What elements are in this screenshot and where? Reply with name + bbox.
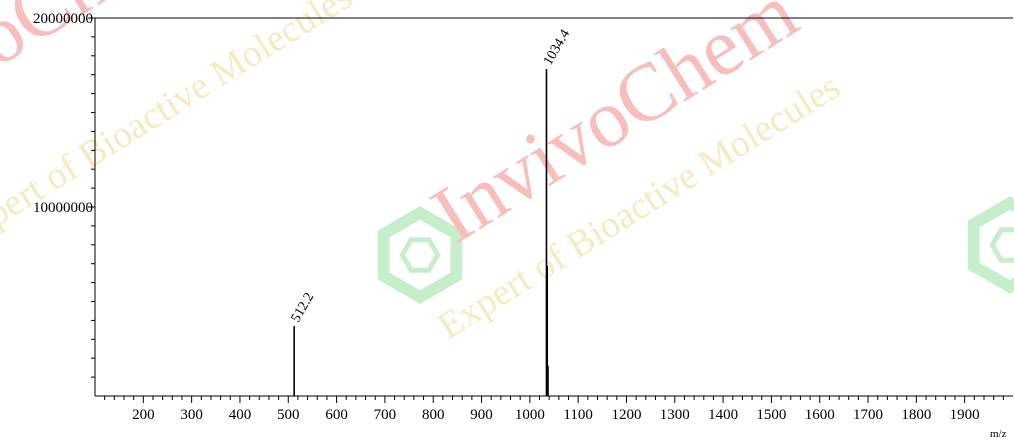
x-tick-label: 900 [470,407,493,423]
x-tick-label: 800 [422,407,445,423]
x-tick-label: 600 [325,407,348,423]
x-tick-label: 1000 [515,407,545,423]
x-tick-label: 500 [277,407,300,423]
watermark-logo-icon-right-outer [967,196,1014,294]
watermark-logo-icon-right-inner [989,227,1014,263]
x-tick-label: 1300 [660,407,690,423]
x-tick-label: 1400 [708,407,738,423]
x-tick-label: 400 [229,407,252,423]
y-tick-label: 10000000 [33,200,93,216]
axes: 200 300 400 500 600 700 800 900 1000 1100 1200 1300… [33,11,1013,440]
x-tick-label: 1900 [950,407,980,423]
x-tick-label: 1600 [805,407,835,423]
peak-label: 512.2 [289,290,318,325]
peaks [293,69,549,396]
x-tick-label: 1100 [563,407,592,423]
x-tick-label: 1700 [853,407,883,423]
peak-label: 1034.4 [541,27,573,68]
x-tick-label: 1200 [611,407,641,423]
watermark-logo-icon-right [967,196,1014,294]
watermark-logo-icon [377,206,463,304]
y-tick-label: 20000000 [33,11,93,27]
x-axis-label: m/z [990,428,1007,437]
x-tick-label: 1500 [756,407,786,423]
x-tick-label: 1800 [901,407,931,423]
x-tick-label: 700 [374,407,397,423]
x-tick-label: 200 [132,407,155,423]
watermark-logo-icon-outer [377,206,463,304]
x-tick-label: 300 [180,407,203,423]
watermark-logo-icon-inner [399,237,441,273]
